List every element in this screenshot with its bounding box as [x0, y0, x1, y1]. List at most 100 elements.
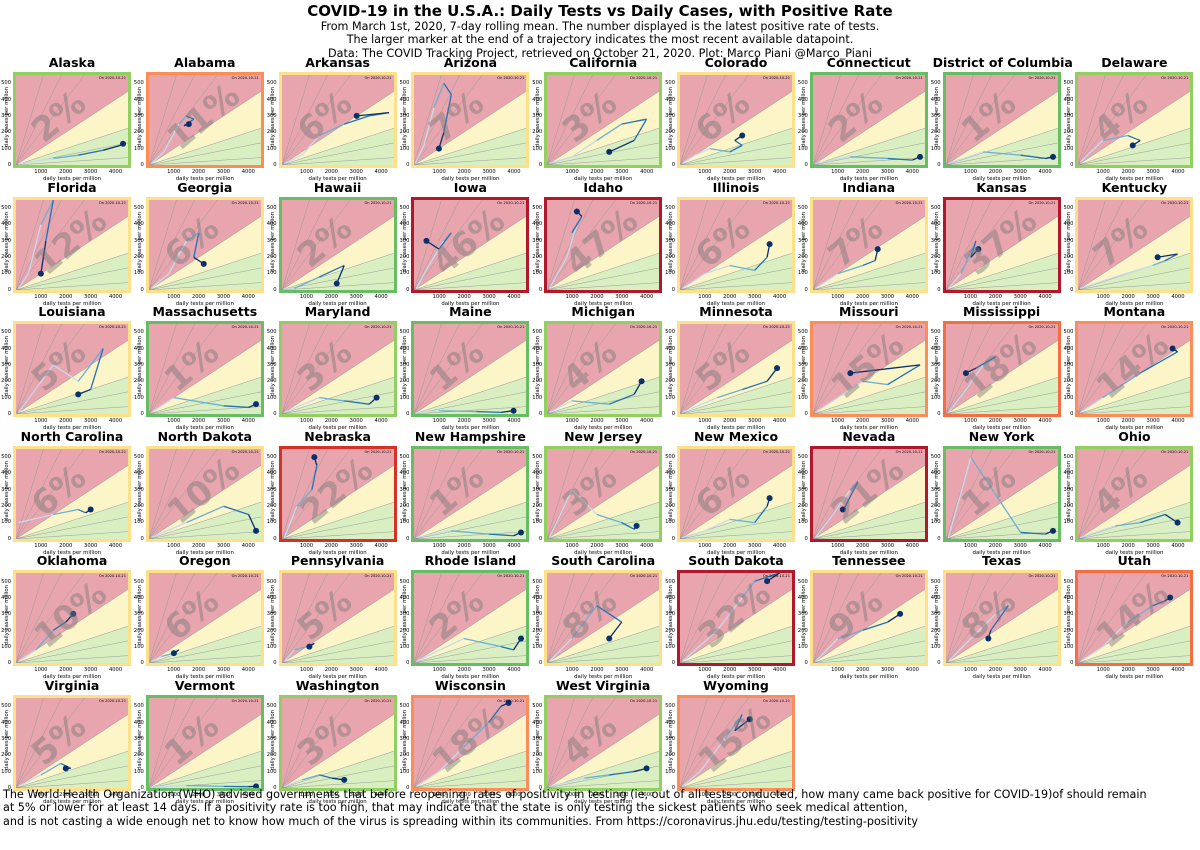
state-title: Louisiana [38, 304, 106, 320]
x-tick-label: 1000 [831, 542, 845, 549]
state-title: Alabama [174, 55, 236, 70]
ref-line [148, 215, 261, 290]
trajectory-segment [90, 348, 104, 390]
state-plot-svg [281, 698, 394, 788]
latest-date-note: On 2020-10-21 [231, 699, 259, 703]
y-tick-label: 500 [532, 80, 543, 87]
trajectory-segment [995, 605, 1009, 615]
latest-marker [252, 783, 259, 788]
y-tick-label: 200 [1063, 253, 1074, 260]
ref-line [281, 573, 310, 664]
y-tick-label: 500 [1, 329, 11, 336]
latest-marker [606, 148, 613, 155]
trajectory-segment [1140, 351, 1179, 374]
state-title: South Dakota [688, 553, 784, 569]
y-tick-label: 300 [399, 362, 410, 369]
y-tick-label: 500 [1063, 329, 1074, 336]
ref-line [680, 750, 792, 788]
ref-line [1078, 142, 1191, 165]
y-tick-label: 400 [133, 470, 144, 477]
latest-date-note: On 2020-10-21 [98, 200, 126, 205]
latest-date-note: On 2020-10-21 [630, 200, 658, 205]
trajectory-segment [443, 82, 453, 95]
trajectory-segment [1127, 605, 1154, 624]
trajectory-segment [741, 581, 756, 599]
y-tick-label: 0 [406, 660, 410, 667]
ref-line [414, 75, 443, 165]
y-tick-label: 100 [532, 768, 543, 775]
x-tick-label: 3000 [84, 667, 98, 674]
x-tick-label: 2000 [59, 667, 73, 674]
y-tick-label: 300 [133, 611, 144, 618]
latest-marker [518, 635, 525, 642]
ref-line [281, 573, 351, 664]
ref-line [812, 281, 925, 290]
state-plot-svg [812, 75, 925, 165]
x-tick-label: 2000 [457, 542, 471, 549]
ref-line [945, 655, 1058, 664]
y-tick-label: 400 [399, 594, 410, 601]
latest-marker [633, 522, 640, 529]
y-tick-label: 100 [665, 145, 675, 152]
state-title: North Dakota [157, 428, 252, 444]
latest-marker [638, 378, 645, 385]
x-tick-label: 3000 [216, 418, 231, 425]
state-plot-area: 2% On 2020-10-21 [278, 196, 397, 293]
ref-line [414, 573, 443, 664]
x-tick-label: 4000 [241, 169, 255, 175]
state-panel: Hawaii 2% On 2020-10-21 0 100 200 300 400 500 100… [267, 180, 407, 307]
trajectory-segment [439, 410, 477, 413]
ref-line [414, 589, 527, 664]
y-tick-label: 400 [930, 221, 941, 228]
y-tick-label: 500 [133, 578, 144, 585]
x-tick-label: 4000 [640, 792, 654, 798]
y-tick-label: 400 [1, 470, 11, 477]
x-tick-label: 3000 [748, 169, 762, 175]
latest-marker [896, 611, 903, 618]
y-tick-label: 300 [133, 362, 144, 369]
ref-line [812, 324, 841, 415]
ref-line [680, 698, 726, 788]
trajectory-segment [185, 505, 224, 524]
ref-line [414, 340, 527, 415]
x-tick-label: 3000 [216, 792, 231, 798]
ref-line [547, 655, 660, 664]
y-tick-label: 400 [665, 719, 675, 726]
ref-line [414, 626, 527, 664]
trajectory-segment [549, 638, 573, 663]
trajectory-segment [17, 364, 54, 413]
x-axis-label: daily tests per million [839, 549, 898, 556]
x-axis-label: daily tests per million [574, 176, 633, 182]
ref-line [812, 157, 925, 165]
state-panel: Kentucky 7% On 2020-10-21 0 100 200 300 400 500 1… [1063, 180, 1200, 307]
x-tick-label: 1000 [831, 293, 845, 300]
y-tick-label: 500 [266, 578, 277, 585]
x-tick-label: 3000 [748, 418, 762, 425]
ref-line [680, 516, 792, 539]
state-title: Idaho [583, 179, 623, 195]
y-tick-label: 400 [266, 470, 277, 477]
state-plot-svg [414, 324, 527, 415]
ref-line [281, 448, 351, 539]
x-tick-label: 4000 [1038, 418, 1052, 425]
state-plot-area: 1% On 2020-10-21 [145, 321, 264, 418]
trajectory-segment [53, 154, 79, 160]
trajectory-segment [837, 380, 863, 399]
ref-line [547, 573, 575, 664]
y-tick-label: 400 [266, 221, 277, 228]
state-plot-svg [1078, 573, 1191, 664]
x-tick-label: 4000 [241, 293, 255, 300]
latest-date-note: On 2020-10-21 [98, 325, 126, 330]
trajectory-segment [150, 656, 162, 663]
trajectory-segment [186, 784, 224, 788]
y-tick-label: 100 [532, 519, 543, 526]
ref-line [281, 281, 394, 290]
y-tick-label: 300 [399, 735, 410, 742]
x-tick-label: 2000 [324, 418, 338, 425]
state-panel: Pennsylvania 5% On 2020-10-21 0 100 200 300 400… [267, 554, 407, 680]
y-tick-label: 500 [1, 578, 11, 585]
state-title: Kansas [976, 179, 1027, 195]
y-tick-label: 400 [532, 96, 543, 103]
y-axis-label: daily cases per million [269, 709, 276, 771]
y-axis-label: daily cases per million [535, 460, 542, 521]
